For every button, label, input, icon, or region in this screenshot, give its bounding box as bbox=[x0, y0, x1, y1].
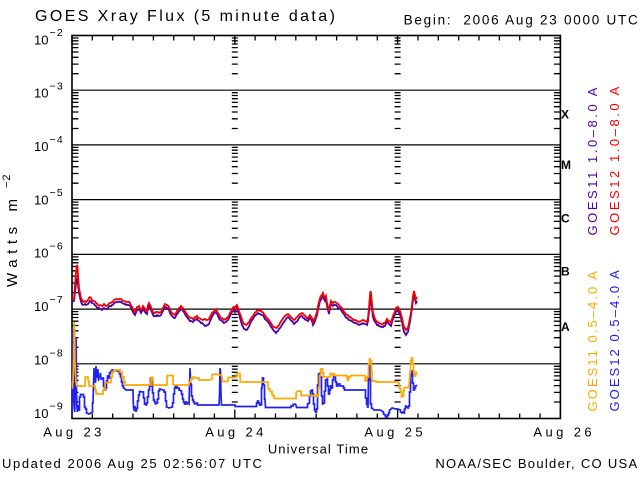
svg-text:−2: −2 bbox=[1, 173, 13, 188]
svg-text:10: 10 bbox=[34, 192, 48, 207]
svg-text:M: M bbox=[561, 158, 571, 172]
svg-text:Universal Time: Universal Time bbox=[268, 442, 369, 457]
svg-text:−9: −9 bbox=[50, 401, 64, 413]
svg-text:−7: −7 bbox=[50, 294, 64, 306]
svg-text:Aug 23: Aug 23 bbox=[43, 425, 105, 440]
svg-text:GOES11 1.0–8.0 A: GOES11 1.0–8.0 A bbox=[585, 85, 600, 235]
svg-text:Begin: 2006 Aug 23 0000 UTC: Begin: 2006 Aug 23 0000 UTC bbox=[404, 13, 640, 28]
svg-text:Aug 24: Aug 24 bbox=[205, 425, 267, 440]
svg-text:10: 10 bbox=[34, 299, 48, 314]
svg-text:−6: −6 bbox=[50, 241, 64, 253]
svg-text:C: C bbox=[561, 212, 570, 226]
svg-text:NOAA/SEC Boulder, CO USA: NOAA/SEC Boulder, CO USA bbox=[435, 456, 638, 471]
svg-text:A: A bbox=[561, 320, 570, 334]
svg-text:−2: −2 bbox=[50, 27, 64, 39]
svg-text:GOES11 0.5–4.0 A: GOES11 0.5–4.0 A bbox=[585, 269, 600, 411]
svg-text:−5: −5 bbox=[50, 187, 64, 199]
svg-text:10: 10 bbox=[34, 406, 48, 421]
svg-text:10: 10 bbox=[34, 32, 48, 47]
svg-text:10: 10 bbox=[34, 352, 48, 367]
svg-text:GOES12 1.0–8.0 A: GOES12 1.0–8.0 A bbox=[607, 84, 622, 235]
svg-text:Updated 2006 Aug 25 02:56:07 U: Updated 2006 Aug 25 02:56:07 UTC bbox=[2, 456, 264, 471]
svg-text:Aug 26: Aug 26 bbox=[533, 425, 595, 440]
svg-text:B: B bbox=[561, 265, 570, 279]
svg-text:Aug 25: Aug 25 bbox=[364, 425, 426, 440]
svg-text:10: 10 bbox=[34, 246, 48, 261]
svg-text:−8: −8 bbox=[50, 347, 64, 359]
svg-text:−4: −4 bbox=[50, 134, 64, 146]
svg-text:−3: −3 bbox=[50, 81, 64, 93]
svg-text:Watts m: Watts m bbox=[4, 193, 21, 287]
svg-text:10: 10 bbox=[34, 86, 48, 101]
svg-text:10: 10 bbox=[34, 139, 48, 154]
svg-text:GOES Xray Flux (5 minute data): GOES Xray Flux (5 minute data) bbox=[35, 8, 337, 25]
svg-text:X: X bbox=[561, 107, 569, 121]
svg-text:GOES12 0.5–4.0 A: GOES12 0.5–4.0 A bbox=[607, 268, 622, 411]
